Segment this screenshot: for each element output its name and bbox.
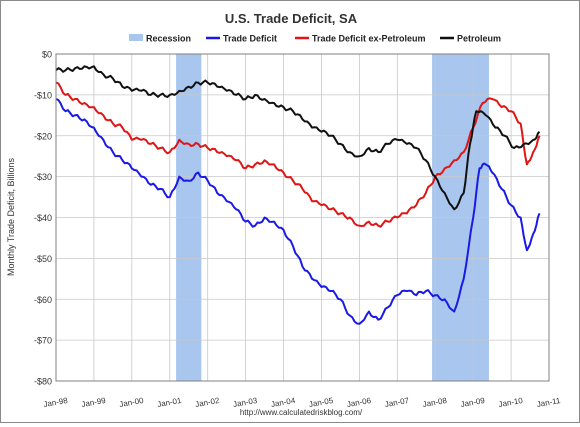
series-line-trade-deficit-ex-petroleum [55,81,541,228]
y-tick-label-0: $0 [42,50,52,60]
y-axis-ticks: $0 -$10 -$20 -$30 -$40 -$50 -$60 -$70 -$80 [34,50,52,387]
series-lines [55,65,541,325]
x-tick-label-0: Jan-98 [43,396,69,409]
x-tick-label-7: Jan-05 [308,396,334,409]
x-tick-label-1: Jan-99 [81,396,107,409]
plot-border [55,53,550,382]
legend-label-recession: Recession [146,34,191,44]
y-tick-label-7: -$70 [34,336,52,346]
x-tick-label-2: Jan-00 [119,396,145,409]
x-axis-ticks: Jan-98 Jan-99 Jan-00 Jan-01 Jan-02 Jan-03 Jan-… [43,396,562,409]
x-tick-label-12: Jan-10 [498,396,524,409]
y-tick-label-1: -$10 [34,90,52,100]
y-axis-label: Monthly Trade Deficit, Billions [6,157,16,276]
legend-label-trade-deficit-ex-petroleum: Trade Deficit ex-Petroleum [312,34,426,44]
series-line-petroleum [55,65,541,211]
x-tick-label-6: Jan-04 [270,396,296,409]
legend-swatch-recession [129,34,143,41]
y-tick-label-3: -$30 [34,172,52,182]
plot-area [55,53,550,382]
legend: Recession Trade Deficit Trade Deficit ex-P… [129,34,501,44]
y-tick-label-4: -$40 [34,213,52,223]
x-tick-label-9: Jan-07 [384,396,410,409]
y-tick-label-8: -$80 [34,377,52,387]
legend-label-petroleum: Petroleum [457,34,501,44]
x-tick-label-4: Jan-02 [194,396,220,409]
legend-label-trade-deficit: Trade Deficit [223,34,277,44]
y-tick-label-2: -$20 [34,131,52,141]
chart-title: U.S. Trade Deficit, SA [225,11,358,26]
x-tick-label-10: Jan-08 [422,396,448,409]
x-tick-label-8: Jan-06 [346,396,372,409]
series-line-trade-deficit [55,98,541,325]
source-url: http://www.calculatedriskblog.com/ [240,408,363,417]
x-tick-label-3: Jan-01 [157,396,183,409]
x-tick-label-13: Jan-11 [536,396,562,409]
x-tick-label-5: Jan-03 [232,396,258,409]
y-tick-label-6: -$60 [34,295,52,305]
y-tick-label-5: -$50 [34,254,52,264]
x-tick-label-11: Jan-09 [460,396,486,409]
